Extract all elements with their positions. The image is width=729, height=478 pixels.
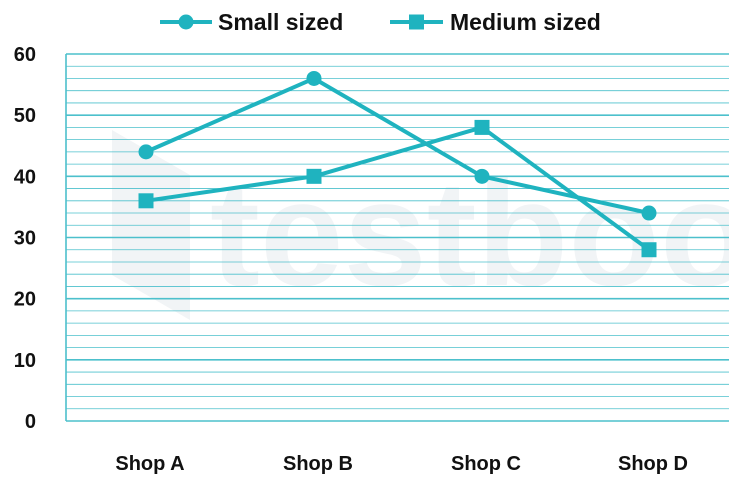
data-point [306, 168, 322, 184]
legend-label: Small sized [218, 9, 343, 35]
y-tick-label: 40 [14, 166, 36, 188]
series-line [145, 76, 650, 215]
y-tick-label: 30 [14, 228, 36, 250]
chart-legend: Small sized Medium sized [160, 9, 601, 35]
legend-item: Small sized [160, 9, 343, 35]
x-category-label: Shop A [115, 453, 184, 475]
watermark-text: testbook [210, 149, 729, 317]
y-tick-label: 20 [14, 289, 36, 311]
y-axis-ticks: 0 10 20 30 40 50 60 [14, 44, 36, 433]
data-point [641, 205, 657, 221]
legend-marker [409, 14, 424, 30]
data-point [641, 242, 657, 258]
chart-grid [66, 53, 729, 410]
chart-axes [65, 54, 729, 422]
data-point [306, 70, 322, 86]
x-axis-categories: Shop A Shop B Shop C Shop D [115, 453, 688, 475]
y-tick-label: 10 [14, 350, 36, 372]
series-line [145, 125, 651, 252]
legend-label: Medium sized [450, 9, 601, 35]
data-point [138, 193, 154, 209]
series-circle [138, 70, 657, 221]
legend-item: Medium sized [390, 9, 601, 35]
x-category-label: Shop B [283, 453, 353, 475]
y-tick-label: 50 [14, 105, 36, 127]
x-category-label: Shop C [451, 453, 521, 475]
data-point [138, 144, 154, 160]
data-point [474, 119, 490, 135]
data-point [474, 168, 490, 184]
y-tick-label: 60 [14, 44, 36, 66]
y-tick-label: 0 [25, 411, 36, 433]
legend-marker [178, 14, 194, 30]
x-category-label: Shop D [618, 453, 688, 475]
chart-series [138, 70, 657, 258]
series-square [138, 119, 657, 258]
